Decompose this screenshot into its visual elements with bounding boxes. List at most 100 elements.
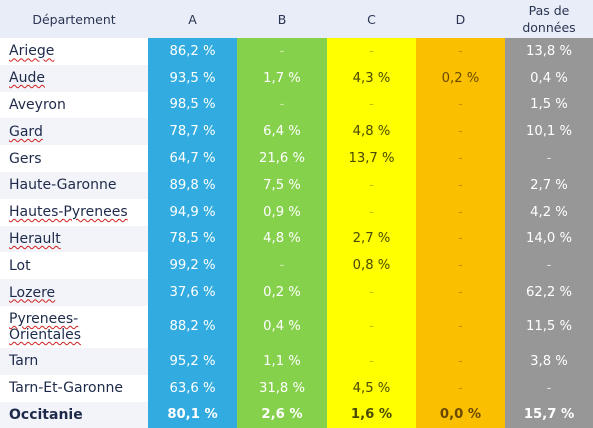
- header-a: A: [148, 0, 237, 38]
- cell-b: 7,5 %: [237, 171, 327, 199]
- cell-a: 37,6 %: [148, 279, 237, 306]
- department-name: Herault: [0, 225, 148, 253]
- header-d: D: [416, 0, 505, 38]
- cell-a: 78,5 %: [148, 225, 237, 253]
- department-label: Lot: [9, 257, 31, 274]
- cell-pas: -: [505, 374, 593, 402]
- cell-c: -: [327, 91, 416, 119]
- table-row: Gard 78,7 % 6,4 % 4,8 % -10,1 %: [0, 118, 593, 146]
- cell-d: -: [416, 38, 505, 65]
- cell-b: 31,8 %: [237, 374, 327, 402]
- table-row: Herault 78,5 % 4,8 % 2,7 % -14,0 %: [0, 225, 593, 253]
- department-name: Gers: [0, 145, 148, 172]
- department-label: Ariege: [9, 43, 55, 60]
- cell-b: 21,6 %: [237, 145, 327, 172]
- cell-b: 0,4 %: [237, 305, 327, 348]
- cell-a: 78,7 %: [148, 118, 237, 146]
- header-b: B: [237, 0, 327, 38]
- cell-d: 0,2 %: [416, 64, 505, 92]
- cell-d: -: [416, 145, 505, 172]
- cell-c: -: [327, 38, 416, 65]
- cell-b: 1,1 %: [237, 347, 327, 375]
- cell-d: -: [416, 347, 505, 375]
- cell-b: 1,7 %: [237, 64, 327, 92]
- department-name: Tarn-Et-Garonne: [0, 374, 148, 402]
- department-label: Lozere: [9, 284, 56, 301]
- cell-c: -: [327, 198, 416, 226]
- department-label: Tarn: [9, 353, 39, 370]
- cell-pas: 62,2 %: [505, 279, 593, 306]
- table-row: Hautes-Pyrenees 94,9 % 0,9 % - -4,2 %: [0, 198, 593, 226]
- cell-c: 13,7 %: [327, 145, 416, 172]
- cell-a: 88,2 %: [148, 305, 237, 348]
- cell-b: 6,4 %: [237, 118, 327, 146]
- department-name: Gard: [0, 118, 148, 146]
- cell-d: 0,0 %: [416, 401, 505, 428]
- table-row: Gers 64,7 % 21,6 % 13,7 % - -: [0, 145, 593, 172]
- cell-pas: 15,7 %: [505, 401, 593, 428]
- cell-a: 95,2 %: [148, 347, 237, 375]
- table-row: Occitanie 80,1 % 2,6 % 1,6 % 0,0 % 15,7 %: [0, 401, 593, 428]
- cell-pas: 0,4 %: [505, 64, 593, 92]
- cell-c: -: [327, 305, 416, 348]
- cell-d: -: [416, 225, 505, 253]
- header-pas-de-donnees: Pas de données: [505, 0, 593, 38]
- cell-a: 98,5 %: [148, 91, 237, 119]
- cell-d: -: [416, 198, 505, 226]
- cell-pas: 11,5 %: [505, 305, 593, 348]
- table-row: Pyrenees-Orientales 88,2 % 0,4 % - -11,5 %: [0, 305, 593, 348]
- department-name: Lot: [0, 252, 148, 280]
- department-label: Aude: [9, 70, 45, 87]
- cell-c: 2,7 %: [327, 225, 416, 253]
- cell-a: 94,9 %: [148, 198, 237, 226]
- cell-pas: 4,2 %: [505, 198, 593, 226]
- cell-c: 0,8 %: [327, 252, 416, 280]
- cell-a: 80,1 %: [148, 401, 237, 428]
- cell-c: 4,3 %: [327, 64, 416, 92]
- department-label: Herault: [9, 230, 61, 247]
- cell-pas: -: [505, 145, 593, 172]
- cell-d: -: [416, 118, 505, 146]
- department-name: Pyrenees-Orientales: [0, 305, 148, 348]
- cell-a: 86,2 %: [148, 38, 237, 65]
- cell-pas: 3,8 %: [505, 347, 593, 375]
- cell-pas: 2,7 %: [505, 171, 593, 199]
- department-name: Hautes-Pyrenees: [0, 198, 148, 226]
- cell-pas: 13,8 %: [505, 38, 593, 65]
- header-departement: Département: [0, 0, 148, 38]
- cell-d: -: [416, 374, 505, 402]
- cell-b: -: [237, 252, 327, 280]
- cell-b: 0,2 %: [237, 279, 327, 306]
- cell-a: 89,8 %: [148, 171, 237, 199]
- table-row: Lot 99,2 % -0,8 % - -: [0, 252, 593, 280]
- cell-pas: 14,0 %: [505, 225, 593, 253]
- cell-c: 4,5 %: [327, 374, 416, 402]
- table-row: Tarn 95,2 % 1,1 % - -3,8 %: [0, 347, 593, 375]
- cell-a: 63,6 %: [148, 374, 237, 402]
- cell-b: 2,6 %: [237, 401, 327, 428]
- cell-d: -: [416, 305, 505, 348]
- cell-pas: 10,1 %: [505, 118, 593, 146]
- cell-c: -: [327, 347, 416, 375]
- table-row: Ariege 86,2 % - - -13,8 %: [0, 38, 593, 65]
- cell-d: -: [416, 252, 505, 280]
- department-name: Occitanie: [0, 401, 148, 428]
- cell-b: 0,9 %: [237, 198, 327, 226]
- department-name: Aveyron: [0, 91, 148, 119]
- cell-a: 93,5 %: [148, 64, 237, 92]
- table-row: Aveyron 98,5 % - - -1,5 %: [0, 91, 593, 119]
- cell-b: 4,8 %: [237, 225, 327, 253]
- cell-b: -: [237, 38, 327, 65]
- table-header-row: Département A B C D Pas de données: [0, 0, 593, 38]
- table-row: Haute-Garonne 89,8 % 7,5 % - -2,7 %: [0, 171, 593, 199]
- department-label: Occitanie: [9, 406, 83, 423]
- department-label: Hautes-Pyrenees: [9, 204, 128, 221]
- department-name: Lozere: [0, 279, 148, 306]
- department-label: Pyrenees-Orientales: [9, 310, 82, 343]
- department-name: Ariege: [0, 38, 148, 65]
- department-label: Gard: [9, 123, 43, 140]
- cell-d: -: [416, 279, 505, 306]
- department-label: Haute-Garonne: [9, 177, 117, 194]
- table-row: Aude 93,5 % 1,7 % 4,3 % 0,2 % 0,4 %: [0, 64, 593, 92]
